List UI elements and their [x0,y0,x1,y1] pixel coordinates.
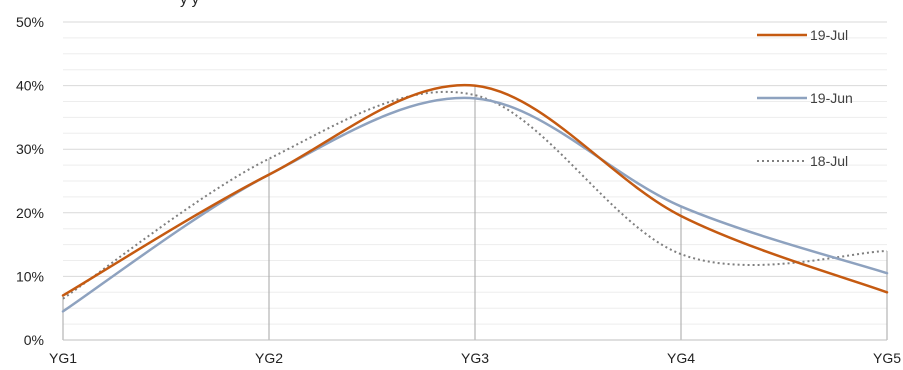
series-line-18-Jul [62,90,888,300]
series-line-19-Jul [61,83,889,297]
y-tick-label: 50% [16,14,44,30]
y-tick-label: 40% [16,78,44,94]
x-tick-label: YG4 [667,350,695,366]
x-tick-label: YG3 [461,350,489,366]
series-lines [61,83,889,313]
y-tick-label: 30% [16,141,44,157]
y-tick-label: 0% [24,332,44,348]
chart-title-fragment: y y [180,0,200,8]
legend-label: 19-Jul [810,27,848,43]
x-tick-label: YG5 [873,350,901,366]
x-tick-label: YG2 [255,350,283,366]
x-tick-label: YG1 [49,350,77,366]
series-line-19-Jun [61,96,889,313]
legend: 19-Jul 19-Jun 18-Jul [757,27,853,169]
x-axis: YG1 YG2 YG3 YG4 YG5 [49,339,901,366]
legend-label: 18-Jul [810,153,848,169]
category-droplines [62,85,888,340]
y-tick-label: 10% [16,268,44,284]
y-axis: 0% 10% 20% 30% 40% 50% [16,14,44,348]
legend-label: 19-Jun [810,90,853,106]
y-tick-label: 20% [16,205,44,221]
